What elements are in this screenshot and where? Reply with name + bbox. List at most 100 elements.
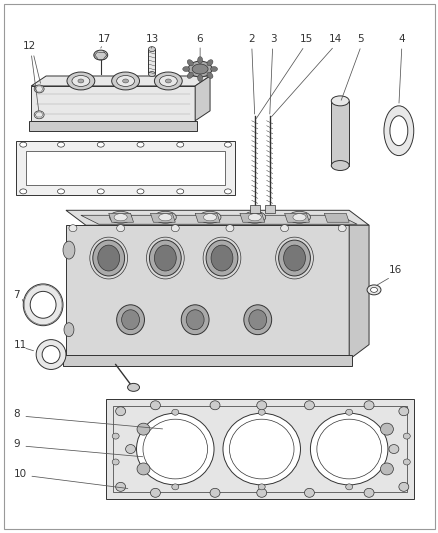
- Ellipse shape: [137, 423, 150, 435]
- Ellipse shape: [30, 292, 56, 318]
- Ellipse shape: [148, 47, 155, 52]
- Polygon shape: [106, 399, 413, 499]
- Ellipse shape: [398, 407, 408, 416]
- Polygon shape: [16, 141, 234, 196]
- Ellipse shape: [203, 214, 216, 221]
- Ellipse shape: [154, 245, 176, 271]
- Ellipse shape: [171, 225, 179, 232]
- FancyBboxPatch shape: [249, 205, 259, 213]
- Ellipse shape: [210, 67, 217, 71]
- Ellipse shape: [331, 96, 348, 106]
- Ellipse shape: [224, 142, 231, 147]
- Text: 2: 2: [247, 34, 254, 44]
- Ellipse shape: [112, 433, 119, 439]
- Text: 7: 7: [13, 290, 20, 300]
- Ellipse shape: [386, 404, 408, 424]
- Ellipse shape: [398, 482, 408, 491]
- Ellipse shape: [258, 484, 265, 490]
- Ellipse shape: [117, 305, 144, 335]
- Ellipse shape: [57, 142, 64, 147]
- Text: 13: 13: [145, 34, 159, 44]
- Ellipse shape: [182, 67, 189, 71]
- Ellipse shape: [192, 64, 208, 74]
- Ellipse shape: [211, 245, 233, 271]
- Ellipse shape: [115, 482, 125, 491]
- Ellipse shape: [304, 401, 314, 410]
- Ellipse shape: [137, 189, 144, 194]
- Ellipse shape: [243, 211, 265, 223]
- Text: 3: 3: [269, 34, 276, 44]
- Polygon shape: [26, 151, 224, 185]
- Ellipse shape: [154, 72, 182, 90]
- Ellipse shape: [97, 142, 104, 147]
- Ellipse shape: [137, 142, 144, 147]
- Ellipse shape: [366, 285, 380, 295]
- Polygon shape: [195, 76, 209, 121]
- Ellipse shape: [226, 225, 233, 232]
- Text: 5: 5: [356, 34, 363, 44]
- Ellipse shape: [206, 60, 212, 66]
- Ellipse shape: [363, 401, 373, 410]
- Polygon shape: [66, 225, 348, 360]
- Ellipse shape: [97, 189, 104, 194]
- Text: 10: 10: [13, 469, 26, 479]
- Ellipse shape: [150, 488, 160, 497]
- Ellipse shape: [206, 72, 212, 78]
- Polygon shape: [148, 49, 155, 74]
- Ellipse shape: [258, 409, 265, 415]
- Text: 9: 9: [13, 439, 20, 449]
- Ellipse shape: [188, 61, 212, 77]
- Ellipse shape: [111, 72, 139, 90]
- Polygon shape: [239, 213, 264, 222]
- Ellipse shape: [20, 189, 27, 194]
- Ellipse shape: [42, 345, 60, 364]
- Ellipse shape: [114, 214, 127, 221]
- Polygon shape: [31, 86, 195, 121]
- Ellipse shape: [78, 79, 84, 83]
- Ellipse shape: [64, 322, 74, 337]
- Text: 12: 12: [22, 41, 36, 51]
- Ellipse shape: [337, 225, 346, 232]
- Ellipse shape: [288, 211, 310, 223]
- Ellipse shape: [23, 284, 63, 326]
- Ellipse shape: [370, 287, 377, 293]
- Ellipse shape: [243, 305, 271, 335]
- Ellipse shape: [247, 214, 261, 221]
- Ellipse shape: [159, 76, 177, 86]
- Polygon shape: [348, 225, 368, 360]
- Ellipse shape: [177, 189, 184, 194]
- Polygon shape: [63, 354, 351, 367]
- Ellipse shape: [165, 79, 171, 83]
- Ellipse shape: [304, 488, 314, 497]
- Ellipse shape: [110, 211, 131, 223]
- Polygon shape: [284, 213, 309, 222]
- Ellipse shape: [177, 142, 184, 147]
- Ellipse shape: [248, 310, 266, 330]
- Ellipse shape: [256, 401, 266, 410]
- Text: 6: 6: [196, 34, 202, 44]
- Ellipse shape: [137, 463, 150, 475]
- Ellipse shape: [187, 72, 193, 78]
- Ellipse shape: [292, 214, 305, 221]
- Ellipse shape: [363, 488, 373, 497]
- Text: 4: 4: [398, 34, 405, 44]
- Ellipse shape: [224, 189, 231, 194]
- Ellipse shape: [388, 445, 398, 454]
- Ellipse shape: [125, 445, 135, 454]
- Ellipse shape: [148, 71, 155, 77]
- Text: 16: 16: [388, 265, 401, 275]
- Ellipse shape: [310, 413, 387, 485]
- Ellipse shape: [63, 241, 75, 259]
- Ellipse shape: [278, 240, 310, 276]
- Ellipse shape: [205, 240, 237, 276]
- Ellipse shape: [72, 76, 90, 86]
- Ellipse shape: [98, 245, 120, 271]
- Ellipse shape: [345, 409, 352, 415]
- Ellipse shape: [20, 142, 27, 147]
- Ellipse shape: [121, 310, 139, 330]
- Ellipse shape: [159, 214, 172, 221]
- Ellipse shape: [94, 50, 107, 60]
- Ellipse shape: [69, 225, 77, 232]
- Ellipse shape: [197, 75, 202, 82]
- Ellipse shape: [197, 56, 202, 63]
